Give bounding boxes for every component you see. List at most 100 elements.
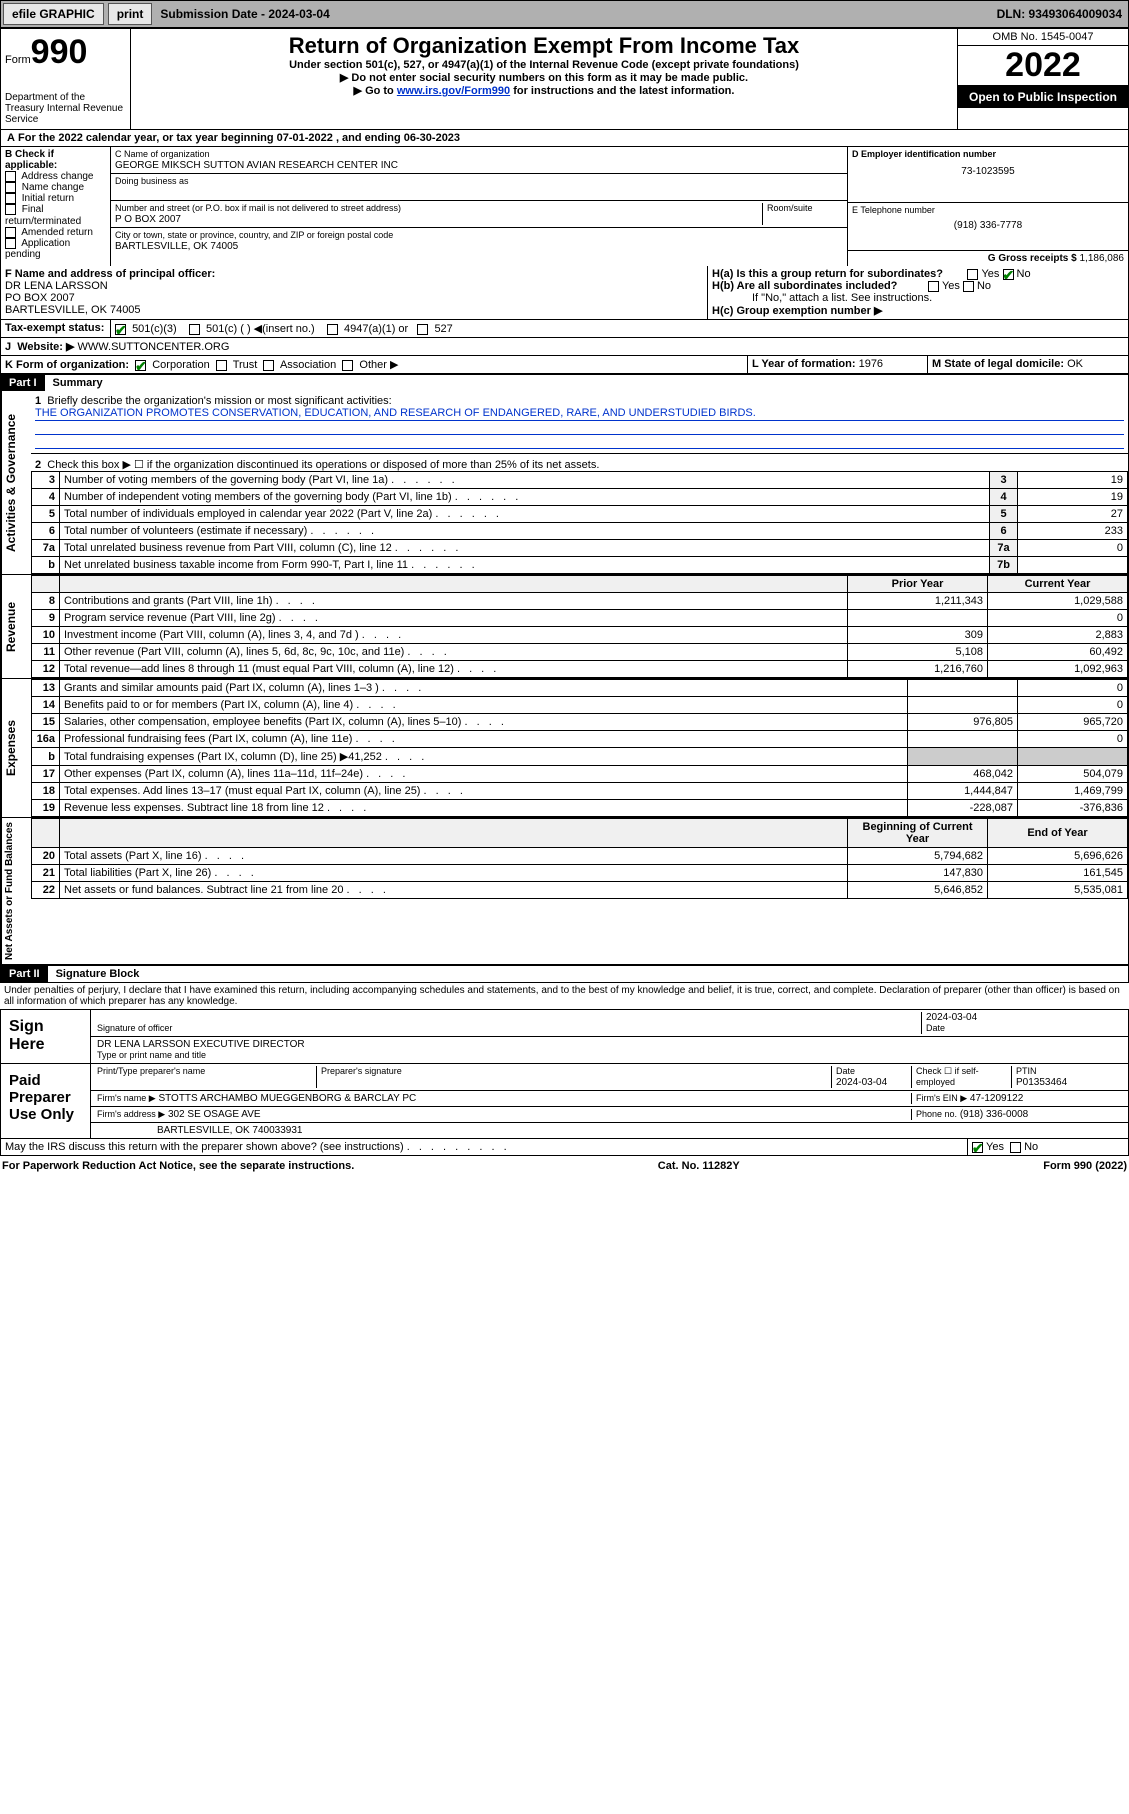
line1-label: Briefly describe the organization's miss… [47, 395, 391, 407]
section-a: A For the 2022 calendar year, or tax yea… [0, 130, 1129, 147]
vert-revenue: Revenue [1, 575, 20, 678]
corp-checkbox[interactable] [135, 360, 146, 371]
org-name: GEORGE MIKSCH SUTTON AVIAN RESEARCH CENT… [115, 160, 398, 171]
ein-value: 73-1023595 [852, 166, 1124, 177]
sign-here-label: Sign Here [1, 1010, 91, 1063]
print-button[interactable]: print [108, 3, 153, 25]
discuss-no-checkbox[interactable] [1010, 1142, 1021, 1153]
officer-addr2: BARTLESVILLE, OK 74005 [5, 304, 141, 316]
page-footer: For Paperwork Reduction Act Notice, see … [0, 1156, 1129, 1176]
b-checkbox[interactable] [5, 204, 16, 215]
efile-button[interactable]: efile GRAPHIC [3, 3, 104, 25]
g-label: G Gross receipts $ [988, 253, 1077, 264]
form-label: Form [5, 54, 31, 66]
firm-ein: 47-1209122 [970, 1093, 1023, 1104]
section-fh: F Name and address of principal officer:… [0, 266, 1129, 320]
e-label: E Telephone number [852, 205, 935, 215]
addr-label: Number and street (or P.O. box if mail i… [115, 203, 401, 213]
city-state-zip: BARTLESVILLE, OK 74005 [115, 241, 238, 252]
firm-address: 302 SE OSAGE AVE [168, 1109, 261, 1120]
city-label: City or town, state or province, country… [115, 230, 393, 240]
mission-text: THE ORGANIZATION PROMOTES CONSERVATION, … [35, 407, 1124, 421]
b-label: B Check if applicable: [5, 149, 106, 171]
signature-section: Sign Here Signature of officer2024-03-04… [0, 1009, 1129, 1139]
part-i-header: Part I Summary [0, 374, 1129, 391]
footer-left: For Paperwork Reduction Act Notice, see … [2, 1160, 354, 1172]
f-label: F Name and address of principal officer: [5, 268, 215, 280]
street-address: P O BOX 2007 [115, 214, 181, 225]
hb-yes-checkbox[interactable] [928, 281, 939, 292]
room-label: Room/suite [767, 203, 813, 213]
501c-checkbox[interactable] [189, 324, 200, 335]
footer-right: Form 990 (2022) [1043, 1160, 1127, 1172]
line2-text: Check this box ▶ ☐ if the organization d… [47, 459, 599, 471]
dln: DLN: 93493064009034 [997, 7, 1128, 21]
activities-governance-section: Activities & Governance 1 Briefly descri… [0, 391, 1129, 575]
hc-label: H(c) Group exemption number ▶ [712, 305, 882, 317]
501c3-checkbox[interactable] [115, 324, 126, 335]
b-checkbox[interactable] [5, 193, 16, 204]
inspection-label: Open to Public Inspection [958, 86, 1128, 108]
footer-mid: Cat. No. 11282Y [658, 1160, 740, 1172]
527-checkbox[interactable] [417, 324, 428, 335]
officer-signed-name: DR LENA LARSSON EXECUTIVE DIRECTOR [97, 1039, 305, 1050]
ptin-value: P01353464 [1016, 1077, 1067, 1088]
ha-label: H(a) Is this a group return for subordin… [712, 268, 943, 280]
subtitle-1: Under section 501(c), 527, or 4947(a)(1)… [135, 59, 953, 71]
dept-label: Department of the Treasury Internal Reve… [5, 92, 126, 125]
b-checkbox[interactable] [5, 171, 16, 182]
hb-note: If "No," attach a list. See instructions… [712, 292, 1124, 304]
other-checkbox[interactable] [342, 360, 353, 371]
submission-date: Submission Date - 2024-03-04 [154, 4, 335, 24]
firm-name: STOTTS ARCHAMBO MUEGGENBORG & BARCLAY PC [158, 1093, 416, 1104]
revenue-section: Revenue Prior YearCurrent Year8Contribut… [0, 575, 1129, 679]
b-checkbox[interactable] [5, 238, 16, 249]
hb-label: H(b) Are all subordinates included? [712, 280, 897, 292]
4947-checkbox[interactable] [327, 324, 338, 335]
officer-addr1: PO BOX 2007 [5, 292, 75, 304]
year-formation: 1976 [859, 358, 883, 370]
section-i: Tax-exempt status: 501(c)(3) 501(c) ( ) … [0, 320, 1129, 338]
discuss-row: May the IRS discuss this return with the… [0, 1139, 1129, 1156]
firm-city: BARTLESVILLE, OK 740033931 [97, 1125, 302, 1136]
b-checkbox[interactable] [5, 182, 16, 193]
section-j: J Website: ▶ WWW.SUTTONCENTER.ORG [0, 338, 1129, 356]
website-value: WWW.SUTTONCENTER.ORG [77, 341, 229, 353]
assoc-checkbox[interactable] [263, 360, 274, 371]
ha-yes-checkbox[interactable] [967, 269, 978, 280]
irs-link[interactable]: www.irs.gov/Form990 [397, 85, 510, 97]
netassets-section: Net Assets or Fund Balances Beginning of… [0, 818, 1129, 965]
paid-preparer-label: Paid Preparer Use Only [1, 1064, 91, 1138]
governance-table: 3Number of voting members of the governi… [31, 471, 1128, 574]
discuss-yes-checkbox[interactable] [972, 1142, 983, 1153]
section-bcde: B Check if applicable: Address change Na… [0, 147, 1129, 266]
vert-activities: Activities & Governance [1, 391, 20, 574]
ha-no-checkbox[interactable] [1003, 269, 1014, 280]
tax-year: 2022 [958, 46, 1128, 86]
section-klm: K Form of organization: Corporation Trus… [0, 356, 1129, 374]
penalty-text: Under penalties of perjury, I declare th… [0, 983, 1129, 1009]
top-bar: efile GRAPHIC print Submission Date - 20… [0, 0, 1129, 28]
omb-number: OMB No. 1545-0047 [958, 29, 1128, 46]
vert-netassets: Net Assets or Fund Balances [1, 818, 17, 964]
trust-checkbox[interactable] [216, 360, 227, 371]
domicile-state: OK [1067, 358, 1083, 370]
officer-name: DR LENA LARSSON [5, 280, 108, 292]
subtitle-2: ▶ Do not enter social security numbers o… [135, 71, 953, 84]
form-header: Form990 Department of the Treasury Inter… [0, 28, 1129, 130]
subtitle-3: ▶ Go to www.irs.gov/Form990 for instruct… [135, 84, 953, 97]
gross-receipts: 1,186,086 [1080, 253, 1125, 264]
b-checkbox[interactable] [5, 227, 16, 238]
form-number: 990 [31, 33, 88, 71]
expenses-section: Expenses 13Grants and similar amounts pa… [0, 679, 1129, 818]
hb-no-checkbox[interactable] [963, 281, 974, 292]
dba-label: Doing business as [115, 176, 189, 186]
c-name-label: C Name of organization [115, 149, 210, 159]
revenue-table: Prior YearCurrent Year8Contributions and… [31, 575, 1128, 678]
phone-value: (918) 336-7778 [852, 220, 1124, 231]
form-title: Return of Organization Exempt From Incom… [135, 33, 953, 59]
expenses-table: 13Grants and similar amounts paid (Part … [31, 679, 1128, 817]
firm-phone: (918) 336-0008 [960, 1109, 1028, 1120]
vert-expenses: Expenses [1, 679, 20, 817]
d-label: D Employer identification number [852, 149, 996, 159]
